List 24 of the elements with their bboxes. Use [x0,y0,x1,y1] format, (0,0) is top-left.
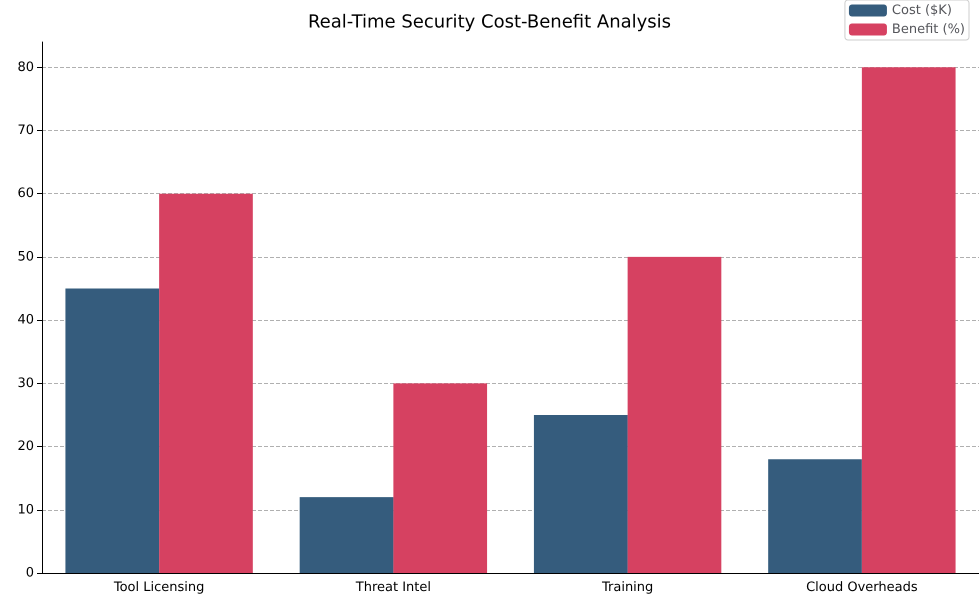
bar [65,288,160,573]
x-tick-label: Training [600,580,654,595]
x-tick-label: Tool Licensing [112,580,204,595]
y-tick-label: 0 [26,566,34,580]
y-tick-label: 50 [17,249,34,264]
chart-title: Real-Time Security Cost-Benefit Analysis [308,12,672,32]
y-tick-label: 70 [17,123,34,138]
bar [159,194,253,573]
y-tick-label: 10 [17,502,34,518]
bar [393,383,488,573]
y-tick-label: 30 [17,376,34,391]
legend-label: Benefit (%) [892,22,966,37]
y-tick-label: 20 [17,439,34,454]
bar [628,256,722,573]
legend-label: Cost ($K) [892,3,952,18]
x-tick-label: Cloud Overheads [806,580,918,595]
y-tick-label: 80 [17,60,34,75]
y-tick-label: 60 [17,186,34,202]
bar [768,459,862,573]
y-tick-label: 40 [17,312,34,328]
bar [534,414,628,573]
bar [862,67,956,573]
x-tick-label: Threat Intel [354,580,431,595]
bar [300,497,394,573]
